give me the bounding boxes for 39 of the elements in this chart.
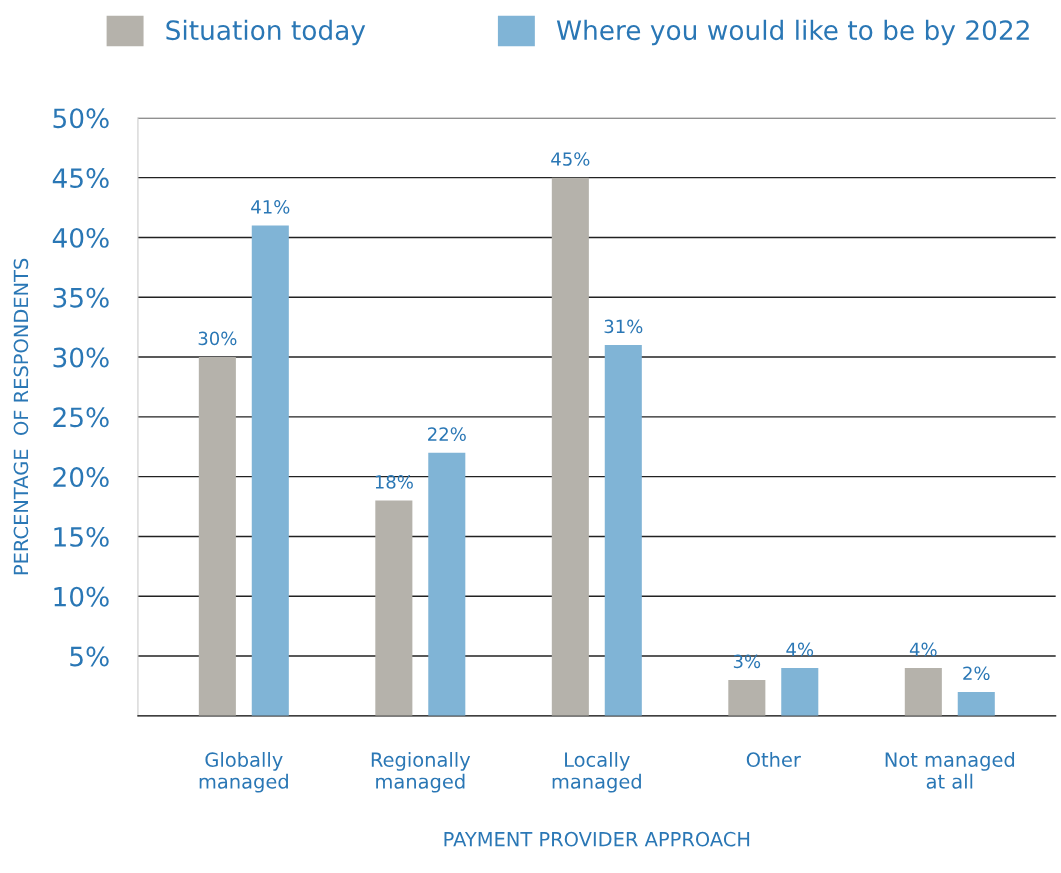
bar [957, 691, 995, 716]
y-tick-label: 30% [53, 347, 109, 368]
x-tick-label: Not managed at all [885, 751, 1015, 789]
y-tick-label: 5% [70, 646, 109, 667]
data-label: 2% [963, 666, 990, 681]
y-tick-label: 20% [53, 467, 109, 488]
data-label: 22% [428, 427, 466, 441]
data-label: 4% [909, 642, 937, 657]
bar [904, 668, 942, 716]
data-label: 3% [733, 654, 761, 669]
bar [781, 668, 819, 716]
x-axis-title: PAYMENT PROVIDER APPROACH [444, 831, 750, 847]
y-tick-label: 45% [52, 168, 109, 189]
y-tick-label: 40% [52, 227, 109, 248]
y-tick-label: 10% [54, 586, 109, 607]
y-tick-label: 25% [53, 407, 109, 428]
bar [604, 345, 642, 716]
bar [428, 452, 466, 716]
data-label: 18% [375, 475, 413, 489]
x-tick-label: Locally managed [552, 751, 641, 793]
x-tick-label: Globally managed [199, 751, 288, 793]
y-tick-label: 15% [54, 526, 109, 547]
y-tick-label: 35% [53, 287, 109, 308]
legend-label: Where you would like to be by 2022 [556, 19, 1029, 46]
data-label: 31% [604, 319, 643, 334]
data-label: 45% [551, 152, 590, 166]
data-label: 4% [786, 642, 814, 657]
x-tick-label: Regionally managed [371, 751, 471, 793]
bar [375, 500, 413, 716]
legend-label: Situation today [166, 19, 366, 46]
y-tick-label: 50% [53, 108, 109, 129]
bar [728, 679, 766, 716]
data-label: 30% [198, 331, 237, 346]
bar [198, 357, 236, 716]
data-label: 41% [251, 200, 290, 214]
bar [251, 225, 289, 716]
bar [551, 177, 589, 716]
y-axis-title: PERCENTAGE OF RESPONDENTS [13, 258, 29, 575]
x-tick-label: Other [746, 751, 801, 768]
